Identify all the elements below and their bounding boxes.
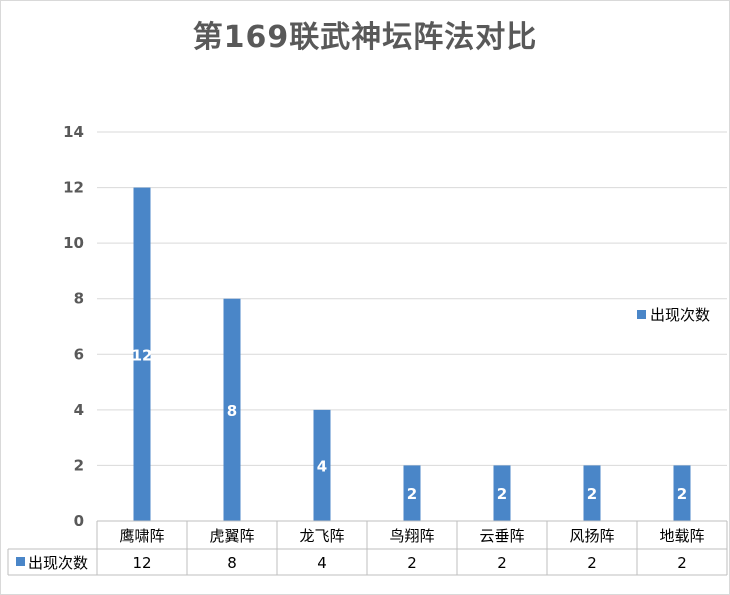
data-label: 2 xyxy=(677,485,687,503)
table-value: 2 xyxy=(497,554,507,572)
y-tick-label: 14 xyxy=(63,123,84,141)
legend: 出现次数 xyxy=(637,306,710,324)
table-legend-key xyxy=(16,557,25,566)
category-label: 地载阵 xyxy=(659,527,704,545)
table-value: 4 xyxy=(317,554,327,572)
bar xyxy=(133,187,151,522)
bar xyxy=(673,465,691,521)
y-axis-ticks: 0 2 4 6 8 10 12 14 xyxy=(63,123,84,530)
table-value: 8 xyxy=(227,554,237,572)
table-value: 2 xyxy=(407,554,417,572)
table-series-name: 出现次数 xyxy=(28,554,88,572)
y-tick-label: 2 xyxy=(74,456,84,474)
table-value: 2 xyxy=(677,554,687,572)
bar xyxy=(403,465,421,521)
legend-label: 出现次数 xyxy=(650,306,710,324)
y-tick-label: 10 xyxy=(63,234,84,252)
data-label: 8 xyxy=(227,402,237,420)
data-table: 鹰啸阵 12 虎翼阵 8 龙飞阵 4 鸟翔阵 2 云垂阵 2 风扬阵 2 地载阵 2 出现次数 xyxy=(7,520,728,576)
table-value: 12 xyxy=(132,554,151,572)
gridlines xyxy=(97,131,727,522)
data-label: 2 xyxy=(407,485,417,503)
bars xyxy=(133,187,691,522)
bar xyxy=(313,409,331,521)
category-label: 虎翼阵 xyxy=(209,527,254,545)
y-tick-label: 8 xyxy=(74,290,84,308)
bar xyxy=(223,298,241,521)
y-tick-label: 0 xyxy=(74,512,84,530)
data-labels: 12 8 4 2 2 2 2 xyxy=(132,346,688,503)
bar xyxy=(583,465,601,521)
legend-key xyxy=(637,310,646,319)
data-label: 2 xyxy=(497,485,507,503)
category-label: 龙飞阵 xyxy=(299,527,344,545)
data-label: 12 xyxy=(132,346,153,364)
data-label: 4 xyxy=(317,457,327,475)
category-label: 鸟翔阵 xyxy=(389,527,434,545)
y-tick-label: 4 xyxy=(74,401,84,419)
bar xyxy=(493,465,511,521)
data-label: 2 xyxy=(587,485,597,503)
table-value: 2 xyxy=(587,554,597,572)
y-tick-label: 12 xyxy=(63,179,84,197)
y-tick-label: 6 xyxy=(74,345,84,363)
category-label: 风扬阵 xyxy=(569,527,614,545)
category-label: 云垂阵 xyxy=(479,527,524,545)
category-label: 鹰啸阵 xyxy=(119,527,164,545)
chart-title: 第169联武神坛阵法对比 xyxy=(192,20,538,55)
